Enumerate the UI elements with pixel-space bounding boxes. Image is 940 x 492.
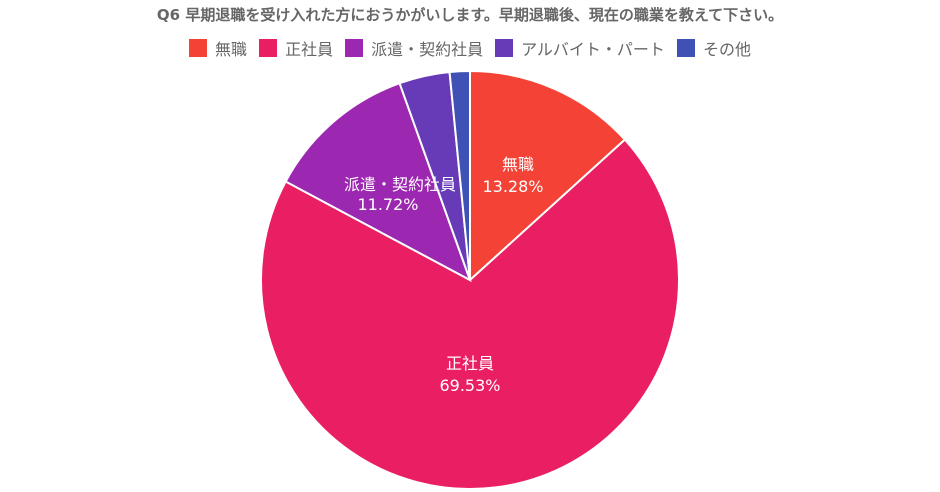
legend-item-contract[interactable]: 派遣・契約社員: [345, 36, 483, 60]
legend-item-part-time[interactable]: アルバイト・パート: [495, 36, 665, 60]
legend-swatch-contract: [345, 39, 364, 57]
pie-slice-contract[interactable]: [284, 81, 472, 283]
slice-label-contract-value: 11.72%: [357, 195, 418, 214]
slice-label-full-time-value: 69.53%: [439, 376, 500, 395]
slice-label-unemployed-name: 無職: [502, 155, 534, 174]
legend-swatch-full-time: [259, 39, 278, 57]
legend-item-full-time[interactable]: 正社員: [259, 36, 333, 60]
legend-label: アルバイト・パート: [521, 40, 665, 59]
legend-label: 無職: [215, 40, 248, 59]
pie-slice-other[interactable]: [448, 69, 471, 281]
slice-label-unemployed-value: 13.28%: [482, 177, 543, 196]
legend-label: 正社員: [285, 40, 334, 59]
pie-slice-unemployed[interactable]: [469, 69, 627, 283]
slice-label-contract-name: 派遣・契約社員: [344, 175, 456, 194]
chart-legend: 無職 正社員 派遣・契約社員 アルバイト・パート その他: [0, 36, 940, 60]
legend-swatch-part-time: [495, 39, 514, 57]
legend-swatch-other: [676, 39, 695, 57]
legend-item-unemployed[interactable]: 無職: [189, 36, 247, 60]
legend-swatch-unemployed: [189, 39, 208, 57]
legend-label: その他: [702, 40, 751, 59]
legend-label: 派遣・契約社員: [371, 40, 484, 59]
chart-title: Q6 早期退職を受け入れた方におうかがいします。早期退職後、現在の職業を教えて下…: [156, 6, 784, 24]
pie-slices: [260, 69, 680, 490]
pie-slice-full-time[interactable]: [260, 138, 680, 490]
legend-item-other[interactable]: その他: [676, 36, 751, 60]
slice-label-full-time-name: 正社員: [446, 354, 494, 373]
